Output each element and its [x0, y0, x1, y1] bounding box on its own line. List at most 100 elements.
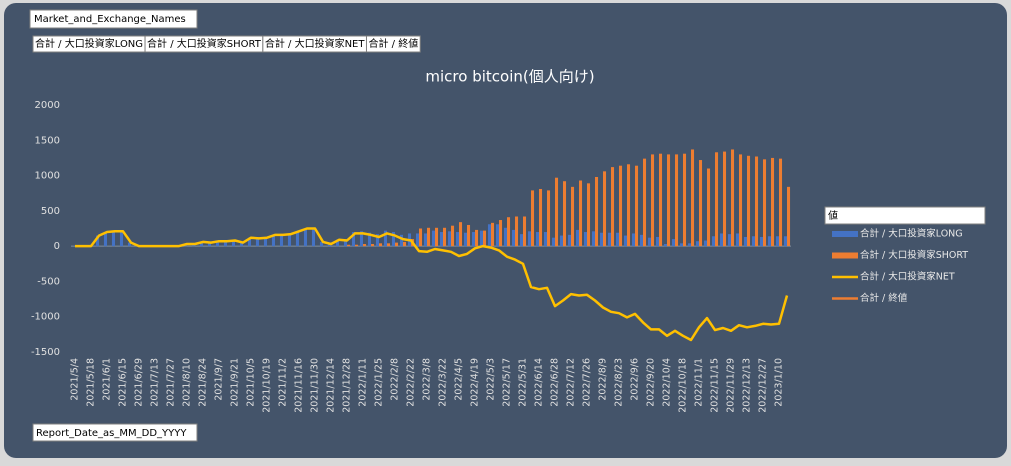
bar [643, 158, 647, 247]
bar [451, 225, 455, 247]
bar [475, 229, 479, 247]
bar [587, 183, 591, 247]
bar [519, 234, 523, 247]
x-tick-label: 2021/7/27 [166, 358, 177, 407]
bar [263, 237, 267, 247]
legend-label: 合計 / 大口投資家SHORT [860, 249, 968, 261]
bar [359, 231, 363, 247]
bar [755, 156, 759, 247]
bar [215, 241, 219, 247]
x-tick-label: 2021/11/16 [294, 358, 305, 413]
bar [395, 242, 399, 247]
filter-button-label: Market_and_Exchange_Names [34, 14, 186, 25]
x-tick-label: 2022/1/11 [358, 358, 369, 407]
bar [119, 231, 123, 247]
x-tick-label: 2022/11/1 [694, 358, 705, 407]
value-field-buttons: 合計 / 大口投資家LONG 合計 / 大口投資家SHORT 合計 / 大口投資家N… [32, 35, 421, 53]
x-tick-label: 2021/10/5 [246, 358, 257, 407]
x-tick-label: 2021/11/2 [278, 358, 289, 407]
bar [723, 151, 727, 247]
bar [715, 152, 719, 247]
x-tick-label: 2022/3/8 [422, 358, 433, 401]
x-tick-label: 2022/6/28 [550, 358, 561, 407]
axis-field-button-label: Report_Date_as_MM_DD_YYYY [36, 428, 187, 439]
bar [207, 242, 211, 247]
bar [635, 165, 639, 247]
axis-field-button[interactable] [32, 423, 198, 442]
bar [555, 177, 559, 247]
bar [327, 244, 331, 247]
bar [431, 230, 435, 247]
legend-swatch [832, 252, 858, 259]
x-tick-label: 2022/1/25 [374, 358, 385, 407]
x-tick-label: 2022/4/19 [470, 358, 481, 407]
x-tick-label: 2023/1/10 [774, 358, 785, 407]
legend-swatch [832, 231, 858, 237]
x-tick-label: 2021/6/15 [118, 358, 129, 407]
bar [399, 234, 403, 247]
legend-header-label: 値 [828, 209, 838, 222]
bar [779, 158, 783, 247]
bar [531, 190, 535, 247]
bar [611, 167, 615, 247]
bar [763, 159, 767, 247]
bar [375, 234, 379, 247]
bar [535, 232, 539, 247]
bar [439, 232, 443, 247]
bar [699, 160, 703, 247]
bar [591, 231, 595, 247]
bar [239, 242, 243, 247]
bar [615, 232, 619, 247]
x-tick-label: 2021/5/4 [70, 358, 81, 401]
bar [319, 241, 323, 247]
bar [515, 216, 519, 247]
bar [595, 176, 599, 247]
y-tick-label: 1500 [35, 135, 60, 146]
bar [631, 233, 635, 247]
bar [639, 234, 643, 247]
bar [419, 228, 423, 247]
bar [507, 217, 511, 247]
bar [651, 154, 655, 247]
bar [111, 231, 115, 247]
legend-label: 合計 / 大口投資家NET [860, 271, 955, 283]
legend-header[interactable] [824, 206, 986, 225]
x-tick-label: 2022/12/13 [742, 358, 753, 413]
bar [563, 181, 567, 247]
x-tick-label: 2022/8/23 [614, 358, 625, 407]
bar [127, 242, 131, 247]
bar [103, 232, 107, 247]
x-tick-label: 2022/3/22 [438, 358, 449, 407]
y-tick-label: 2000 [35, 100, 60, 111]
bar [427, 227, 431, 247]
bar [583, 232, 587, 247]
value-field-button[interactable] [365, 35, 421, 53]
x-tick-label: 2021/8/24 [198, 358, 209, 407]
bar [775, 236, 779, 247]
filter-button[interactable] [29, 9, 198, 29]
x-tick-label: 2021/6/29 [134, 358, 145, 407]
x-tick-label: 2021/12/14 [326, 358, 337, 413]
bar [543, 232, 547, 247]
bar [731, 149, 735, 247]
bar [247, 237, 251, 247]
bar [415, 233, 419, 247]
bar [287, 234, 291, 247]
bar [619, 165, 623, 247]
bar [335, 239, 339, 247]
x-tick-label: 2021/7/13 [150, 358, 161, 407]
bar [523, 216, 527, 247]
bar [347, 244, 351, 247]
bar [711, 236, 715, 247]
bar [303, 228, 307, 247]
bar [687, 243, 691, 247]
bar [747, 155, 751, 247]
bar [675, 154, 679, 247]
bar [223, 241, 227, 247]
bar [463, 232, 467, 247]
y-tick-label: 0 [54, 241, 60, 252]
bar [279, 234, 283, 247]
bar [627, 164, 631, 247]
bar [527, 231, 531, 247]
